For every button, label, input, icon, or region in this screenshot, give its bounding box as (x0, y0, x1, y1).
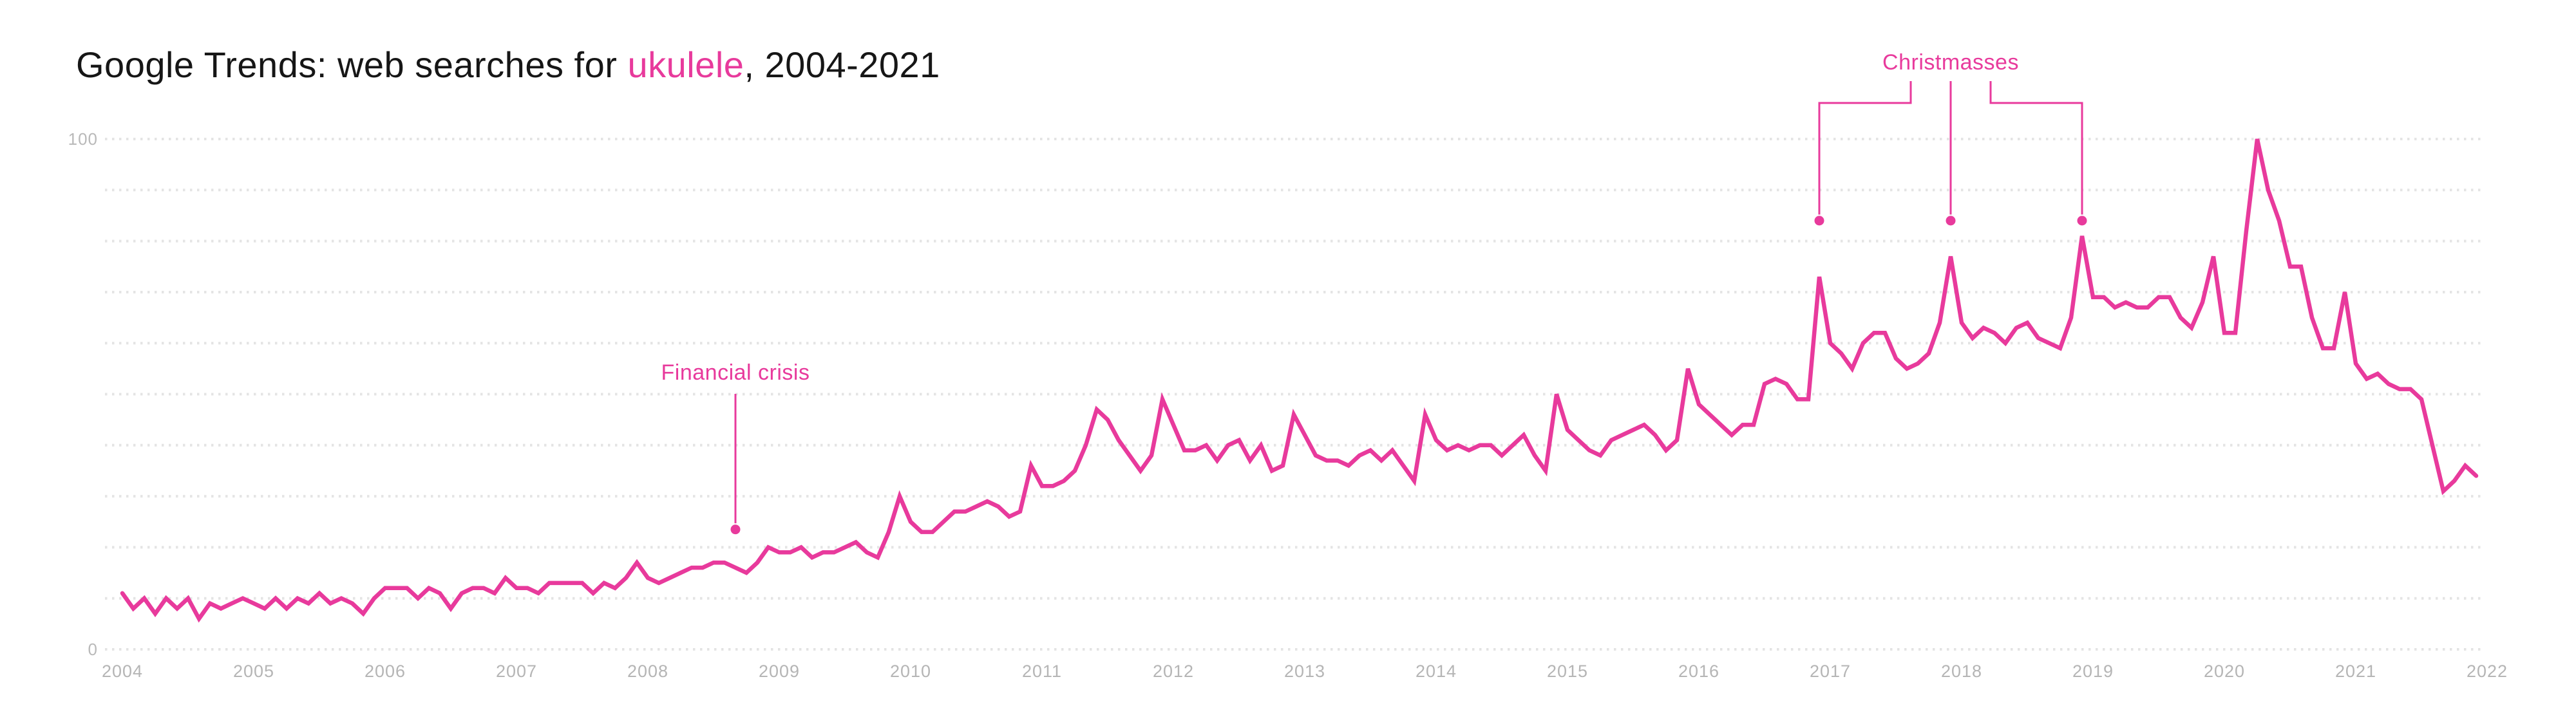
x-axis-label-2004: 2004 (101, 662, 144, 681)
x-axis-label-2013: 2013 (1283, 662, 1326, 681)
x-axis-label-2021: 2021 (2334, 662, 2377, 681)
x-axis-label-2020: 2020 (2203, 662, 2246, 681)
y-axis-label-100: 100 (68, 129, 98, 149)
chart-title-keyword: ukulele (627, 44, 744, 85)
x-axis-label-2006: 2006 (364, 662, 406, 681)
christmas-dot-2017-12 (1946, 216, 1956, 226)
trend-line (120, 138, 2479, 623)
annotation-financial-crisis-label: Financial crisis (661, 360, 810, 385)
x-axis-label-2014: 2014 (1415, 662, 1457, 681)
financial-crisis-dot (730, 524, 741, 535)
x-axis-label-2019: 2019 (2072, 662, 2114, 681)
x-axis-label-2008: 2008 (627, 662, 669, 681)
christmas-connector-right (1989, 81, 2083, 215)
chart-title-prefix: Google Trends: web searches for (76, 44, 628, 85)
x-axis-label-2007: 2007 (495, 662, 538, 681)
chart-title: Google Trends: web searches for ukulele,… (76, 44, 940, 86)
christmas-connector-left (1818, 81, 1912, 215)
x-axis-label-2005: 2005 (232, 662, 275, 681)
chart-title-suffix: , 2004-2021 (744, 44, 940, 85)
x-axis-label-2012: 2012 (1152, 662, 1195, 681)
christmas-dot-2016-12 (1814, 216, 1824, 226)
x-axis-label-2010: 2010 (889, 662, 932, 681)
x-axis-label-2011: 2011 (1021, 662, 1063, 681)
annotation-christmasses-label: Christmasses (1882, 50, 2019, 75)
x-axis-label-2016: 2016 (1678, 662, 1720, 681)
x-axis-label-2017: 2017 (1809, 662, 1852, 681)
y-axis-label-0: 0 (88, 640, 98, 659)
x-axis-label-2018: 2018 (1940, 662, 1983, 681)
x-axis-label-2015: 2015 (1546, 662, 1589, 681)
x-axis-label-2009: 2009 (758, 662, 800, 681)
x-axis-label-2022: 2022 (2466, 662, 2508, 681)
christmas-dot-2018-12 (2077, 216, 2087, 226)
